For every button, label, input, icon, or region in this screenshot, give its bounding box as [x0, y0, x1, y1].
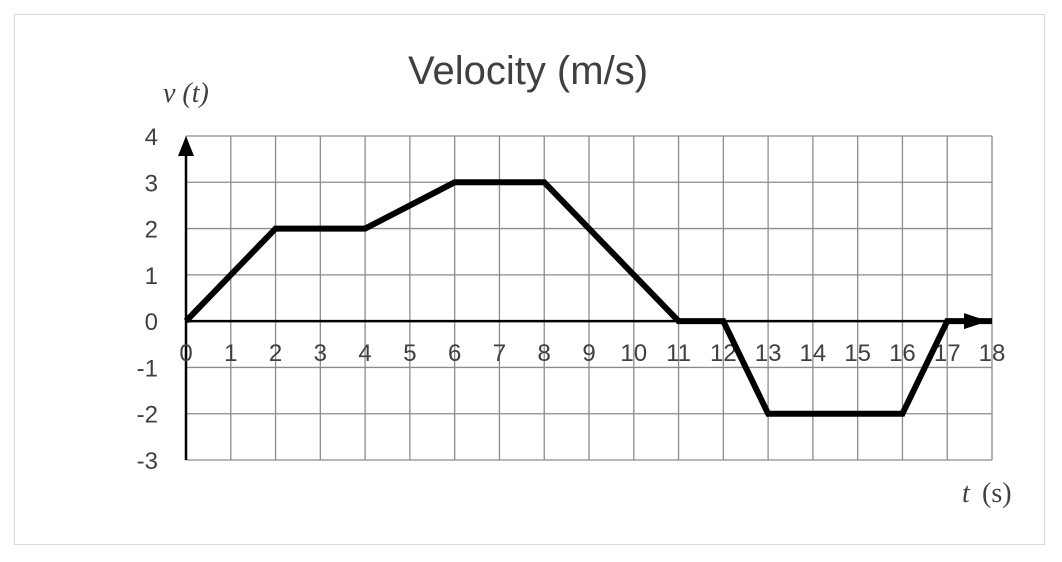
- x-tick-label: 9: [582, 340, 595, 367]
- y-axis-arrow-icon: [178, 136, 194, 156]
- x-tick-label: 7: [493, 340, 506, 367]
- x-tick-label: 8: [538, 340, 551, 367]
- y-tick-label: 1: [145, 263, 158, 290]
- x-tick-label: 18: [979, 340, 1006, 367]
- x-tick-label: 14: [800, 340, 827, 367]
- x-tick-label: 15: [844, 340, 871, 367]
- x-axis-label-unit: (s): [982, 478, 1012, 509]
- y-tick-label: -3: [137, 448, 158, 475]
- y-tick-label: 4: [145, 124, 158, 151]
- series-layer: [183, 179, 993, 417]
- y-tick-label: -1: [137, 355, 158, 382]
- chart-title: Velocity (m/s): [408, 49, 648, 93]
- y-axis-label: v (t): [163, 78, 209, 109]
- y-tick-label: 0: [145, 309, 158, 336]
- x-tick-label: 3: [314, 340, 327, 367]
- x-axis-label-variable: t: [962, 478, 971, 509]
- y-tick-label: 3: [145, 170, 158, 197]
- y-tick-label: -2: [137, 402, 158, 429]
- x-tick-label: 10: [620, 340, 647, 367]
- x-tick-label: 5: [403, 340, 416, 367]
- y-tick-label: 2: [145, 217, 158, 244]
- x-tick-label: 2: [269, 340, 282, 367]
- axes: [178, 136, 988, 460]
- x-tick-label: 16: [889, 340, 916, 367]
- x-tick-label: 1: [224, 340, 237, 367]
- x-tick-label: 13: [755, 340, 782, 367]
- x-tick-label: 0: [179, 340, 192, 367]
- x-tick-label: 6: [448, 340, 461, 367]
- x-tick-label: 4: [358, 340, 371, 367]
- x-tick-label: 11: [666, 340, 691, 367]
